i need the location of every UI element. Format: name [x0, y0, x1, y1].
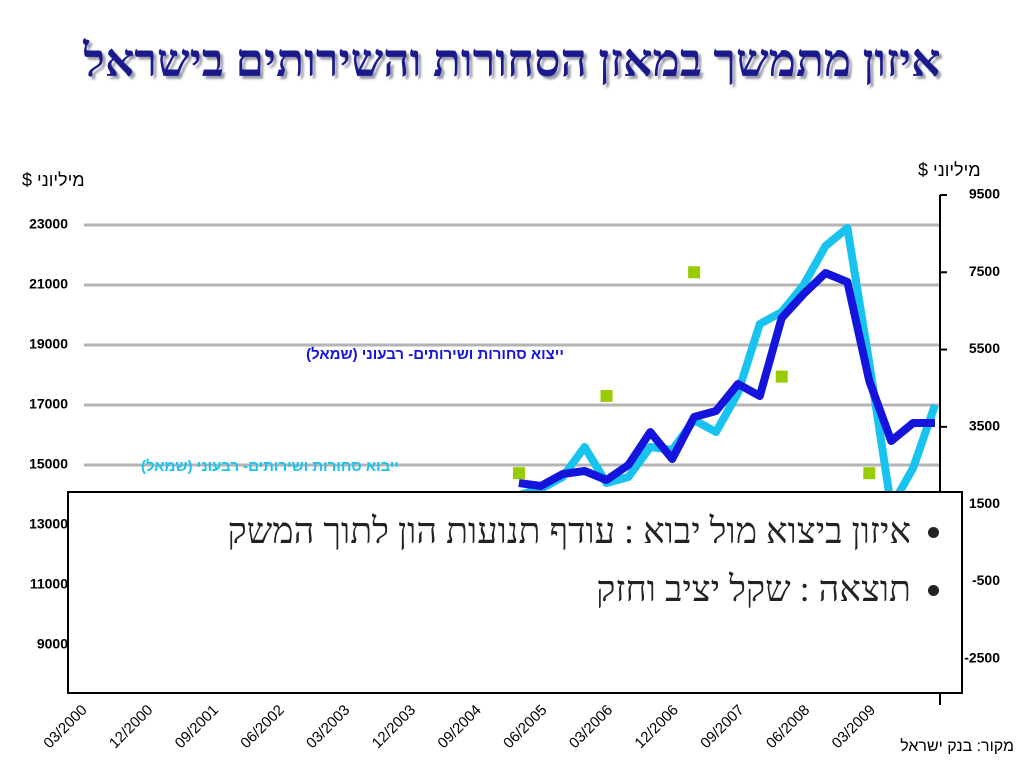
y-tick-label: 11000: [30, 576, 68, 592]
y-axis-label: מיליוני $: [22, 170, 85, 190]
series-line: [517, 224, 939, 511]
text-box: איזון ביצוא מול יבוא : עודף תנועות הון ל…: [67, 491, 963, 694]
y2-tick-label: 5500: [969, 340, 1000, 356]
x-tick-label: 09/2007: [697, 702, 747, 752]
point-marker: [600, 389, 613, 402]
y-tick-label: 13000: [29, 516, 68, 532]
y-tick-label: 21000: [29, 276, 68, 292]
x-tick-label: 09/2004: [434, 702, 484, 752]
y2-tick-label: 3500: [969, 418, 1000, 434]
y2-tick-label: -2500: [964, 649, 1000, 665]
y-tick-label: 23000: [29, 216, 68, 232]
x-tick-label: 06/2008: [763, 702, 813, 752]
source: מקור: בנק ישראל: [900, 738, 1014, 755]
point-marker: [512, 467, 525, 480]
x-tick-label: 12/2006: [631, 702, 681, 752]
y2-tick-label: 9500: [969, 186, 1000, 202]
y-tick-label: 9000: [37, 636, 68, 652]
bullet: תוצאה : שקל יציב וחזק: [99, 563, 911, 615]
y2-tick-label: 7500: [969, 263, 1000, 279]
x-tick-label: 03/2009: [829, 702, 879, 752]
point-marker: [688, 266, 701, 279]
y2-tick-label: -500: [972, 572, 1000, 588]
x-tick-label: 03/2003: [303, 702, 353, 752]
x-tick-label: 09/2001: [172, 702, 222, 752]
x-tick-label: 12/2003: [369, 702, 419, 752]
y-tick-label: 15000: [29, 456, 68, 472]
x-tick-label: 06/2005: [500, 702, 550, 752]
y-tick-label: 17000: [29, 396, 68, 412]
slide-title: איזון מתמשך במאזן הסחורות והשירותים בישר…: [83, 35, 941, 86]
point-marker: [863, 467, 876, 480]
y2-tick-label: 1500: [969, 495, 1000, 511]
x-tick-label: 03/2006: [566, 702, 616, 752]
x-tick-label: 12/2000: [106, 702, 156, 752]
series-annotation: ייבוא סחורות ושירותים- רבעוני (שמאל): [141, 458, 399, 475]
y-tick-label: 19000: [29, 336, 68, 352]
x-tick-label: 06/2002: [237, 702, 287, 752]
y2-axis-label: מיליוני $: [918, 160, 981, 180]
series-line: [518, 269, 935, 490]
bullet: איזון ביצוא מול יבוא : עודף תנועות הון ל…: [99, 505, 911, 557]
series-annotation: ייצוא סחורות ושירותים- רבעוני (שמאל): [306, 346, 564, 363]
point-marker: [775, 370, 788, 383]
x-tick-label: 03/2000: [40, 702, 90, 752]
bullet-list: איזון ביצוא מול יבוא : עודף תנועות הון ל…: [69, 493, 961, 615]
